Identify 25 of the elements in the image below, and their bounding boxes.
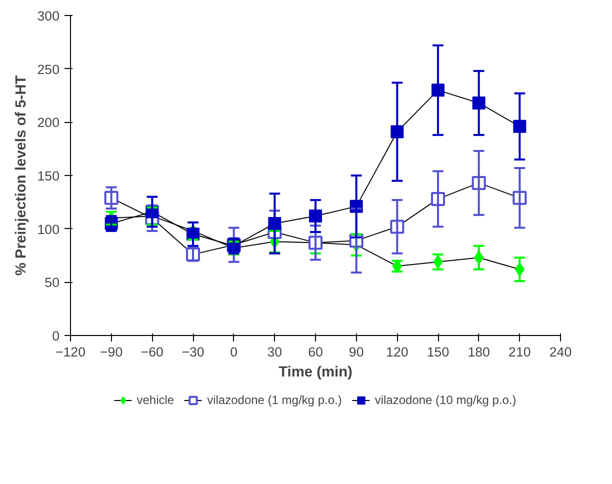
y-tick-label: 250 xyxy=(37,62,60,77)
x-tick-label: 0 xyxy=(230,344,238,360)
x-tick-label: 240 xyxy=(549,344,572,360)
y-tick-label: 50 xyxy=(44,275,60,290)
y-tick-label: 100 xyxy=(37,222,60,237)
y-tick-label: 200 xyxy=(37,115,60,130)
x-tick-label: 60 xyxy=(308,344,323,360)
y-tick-label: 300 xyxy=(37,8,60,24)
x-tick-label: 90 xyxy=(348,344,364,360)
x-tick-label: 210 xyxy=(508,344,531,360)
x-axis-title: Time (min) xyxy=(278,364,353,380)
x-tick-label: 150 xyxy=(426,344,450,360)
x-tick-label: −30 xyxy=(182,344,204,360)
x-tick-label: 180 xyxy=(468,344,490,360)
x-tick-label: −60 xyxy=(140,344,164,360)
y-tick-label: 0 xyxy=(52,328,60,344)
x-tick-label: −90 xyxy=(100,344,123,360)
y-axis-title: % Preinjection levels of 5-HT xyxy=(13,75,30,276)
x-tick-label: 120 xyxy=(386,344,408,360)
y-tick-label: 150 xyxy=(37,168,60,184)
x-tick-label: 30 xyxy=(267,344,282,360)
legend-label: vehicle xyxy=(136,393,174,407)
x-tick-label: −120 xyxy=(55,344,86,360)
legend-label: vilazodone (1 mg/kg p.o.) xyxy=(207,393,342,407)
legend-label: vilazodone (10 mg/kg p.o.) xyxy=(374,393,516,407)
